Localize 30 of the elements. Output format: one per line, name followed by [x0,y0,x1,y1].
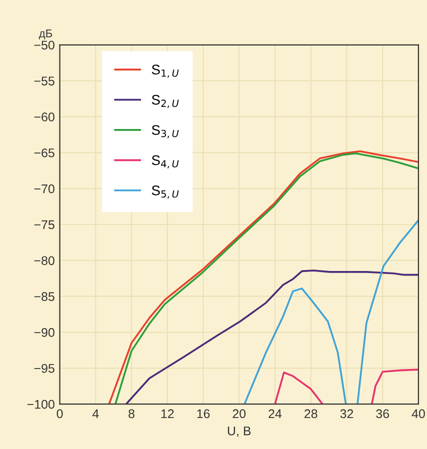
y-tick-label: −100 [27,400,54,409]
x-tick-label: 32 [340,409,354,418]
y-tick-label: −50 [34,40,54,50]
x-tick-label: 4 [92,409,99,418]
y-tick-label: −60 [34,112,54,122]
x-tick-label: 28 [304,409,318,418]
y-tick-label: −90 [34,328,54,337]
y-tick-label: −80 [34,256,54,266]
y-tick-label: −55 [34,76,54,86]
x-tick-label: 20 [232,409,246,418]
x-tick-label: 12 [161,409,174,418]
legend-label: S$_{1,U}$ [152,64,179,78]
y-tick-label: −75 [34,220,54,230]
y-tick-label: −85 [34,292,54,301]
x-axis-title: U, B [228,426,251,437]
y-tick-label: −65 [34,148,54,158]
legend-label: S$_{3,U}$ [152,125,179,138]
x-tick-label: 40 [412,409,425,418]
legend-label: S$_{5,U}$ [152,186,179,199]
x-tick-label: 8 [128,409,134,418]
y-tick-label: −95 [34,364,54,373]
legend-label: S$_{2,U}$ [152,94,179,108]
x-tick-label: 24 [268,409,282,418]
x-tick-label: 0 [56,409,63,418]
y-axis-title: дБ [38,30,52,40]
y-tick-label: −70 [34,184,54,194]
legend-label: S$_{4,U}$ [152,155,179,168]
line-series [125,270,418,404]
x-tick-label: 36 [376,409,389,418]
x-tick-label: 16 [197,409,210,418]
